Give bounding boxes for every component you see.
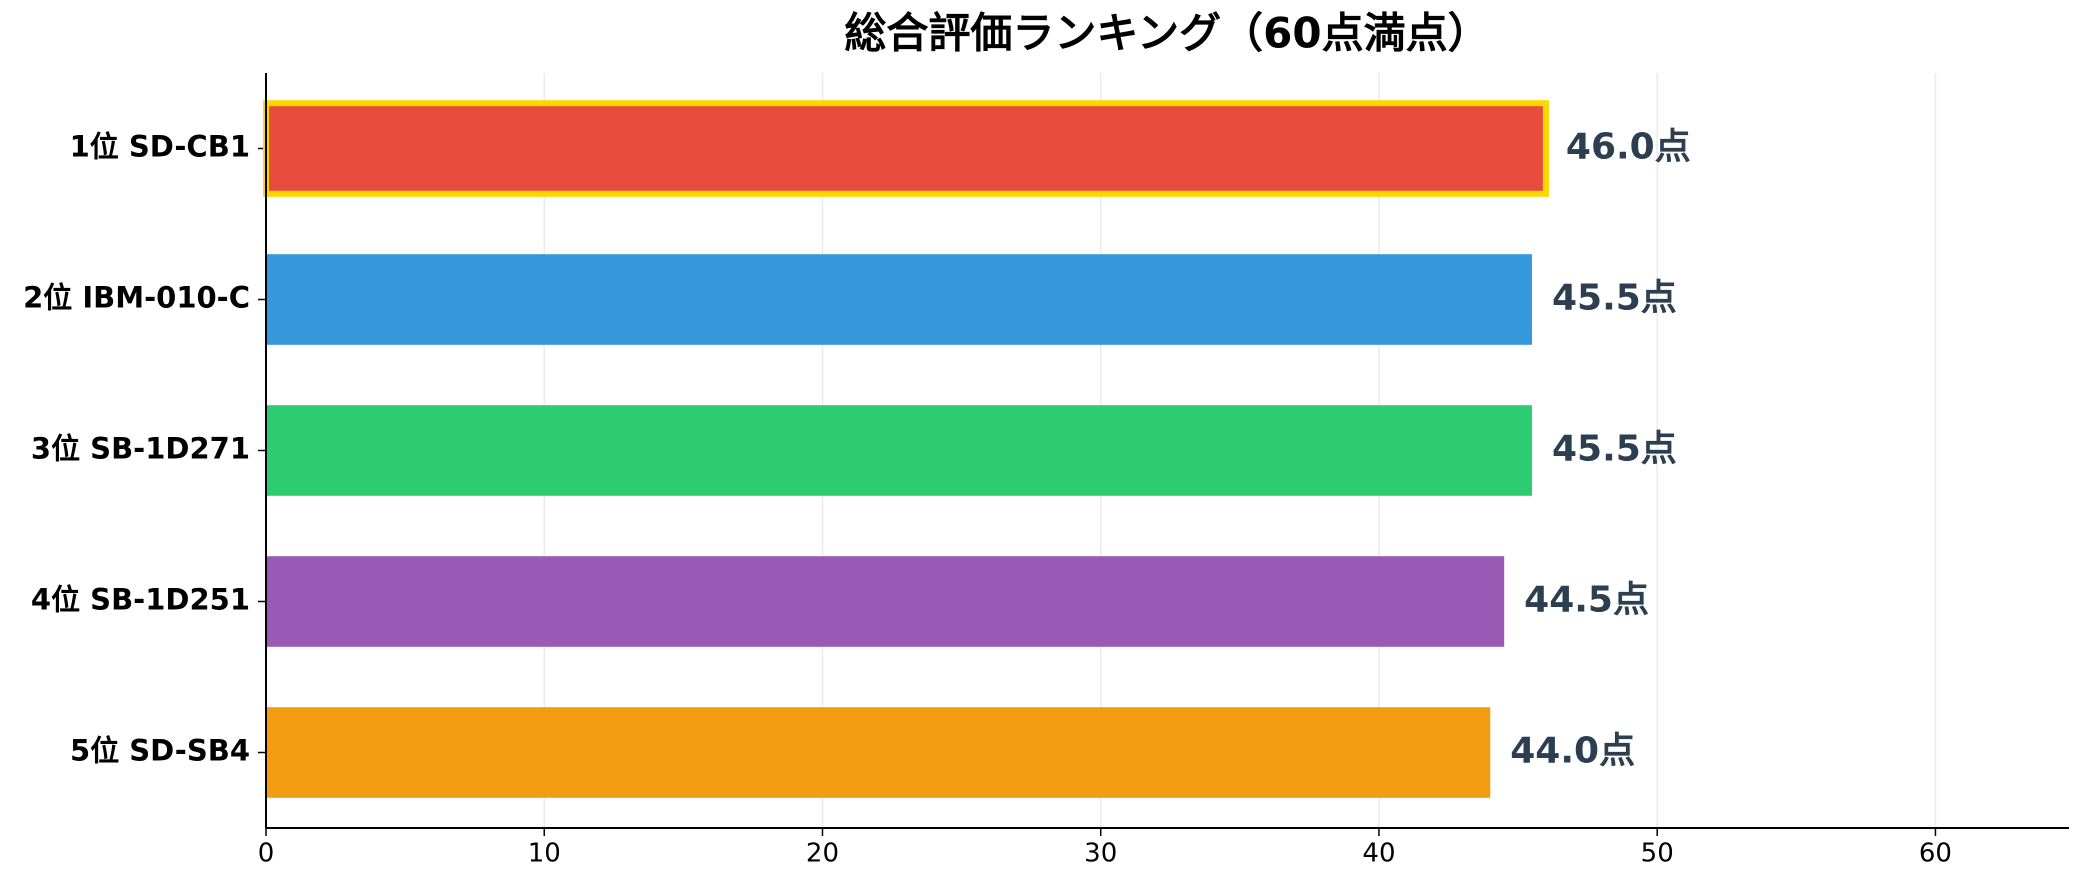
y-tick-label: 4位 SB-1D251 xyxy=(31,583,250,617)
y-tick-label: 3位 SB-1D271 xyxy=(31,432,250,466)
value-label: 45.5点 xyxy=(1552,278,1677,319)
bar xyxy=(266,556,1505,647)
x-tick-label: 20 xyxy=(806,839,839,869)
x-tick-label: 40 xyxy=(1362,839,1395,869)
y-tick-label: 1位 SD-CB1 xyxy=(70,130,250,164)
x-tick-label: 50 xyxy=(1641,839,1674,869)
value-label: 44.0点 xyxy=(1510,731,1635,772)
x-tick-label: 10 xyxy=(528,839,561,869)
x-tick-label: 0 xyxy=(258,839,275,869)
bar xyxy=(266,405,1532,496)
value-label: 46.0点 xyxy=(1566,127,1691,168)
value-label: 44.5点 xyxy=(1524,580,1649,621)
x-tick-label: 30 xyxy=(1084,839,1117,869)
bar xyxy=(266,254,1532,345)
x-tick-label: 60 xyxy=(1919,839,1952,869)
bar xyxy=(263,100,1549,197)
y-tick-label: 2位 IBM-010-C xyxy=(23,281,250,315)
y-tick-label: 5位 SD-SB4 xyxy=(70,734,250,768)
chart-title: 総合評価ランキング（60点満点） xyxy=(844,9,1489,58)
bar xyxy=(266,707,1491,798)
value-label: 45.5点 xyxy=(1552,429,1677,470)
